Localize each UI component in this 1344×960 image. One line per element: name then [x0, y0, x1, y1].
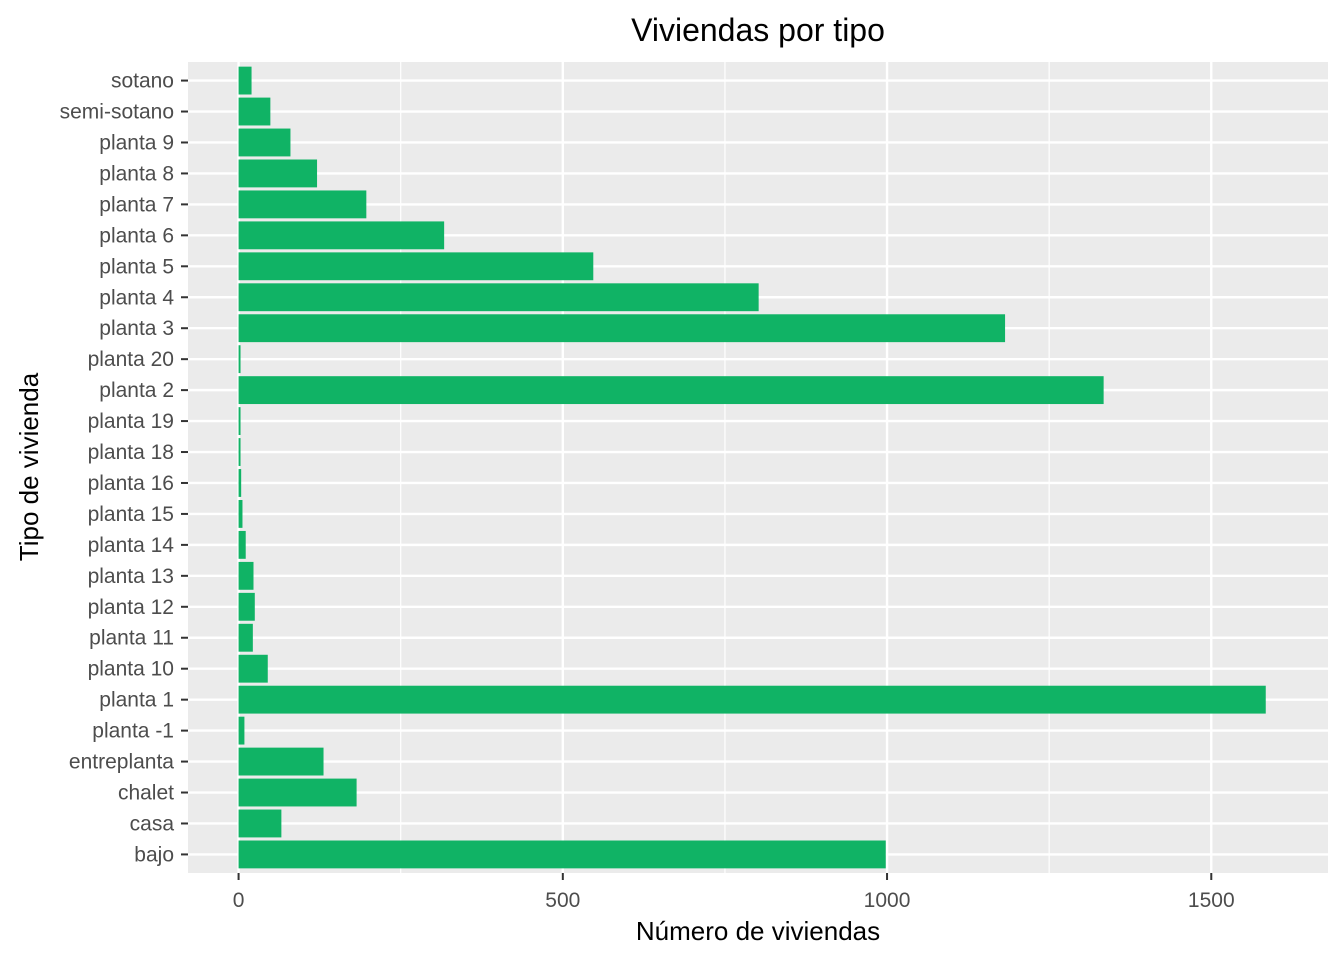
- bar-planta-10: [238, 654, 268, 683]
- plot-background: [188, 62, 1328, 873]
- bar-casa: [238, 809, 282, 838]
- y-tick-label: planta 20: [88, 348, 174, 371]
- bar-planta-16: [238, 469, 242, 497]
- y-tick-label: planta 6: [99, 224, 174, 247]
- x-tick-label: 1000: [864, 889, 911, 912]
- bar-planta-18: [238, 438, 241, 466]
- chart-title: Viviendas por tipo: [631, 12, 885, 48]
- y-tick-label: planta 1: [99, 689, 174, 712]
- y-tick-label: planta 8: [99, 162, 174, 185]
- y-tick-label: planta 7: [99, 193, 174, 216]
- bar-semi-sotano: [238, 97, 271, 126]
- bar-planta-4: [238, 283, 759, 312]
- bar-bajo: [238, 840, 886, 869]
- y-axis-title: Tipo de vivienda: [14, 372, 44, 561]
- y-tick-label: semi-sotano: [60, 101, 174, 124]
- y-tick-label: planta 16: [88, 472, 174, 495]
- y-tick-label: planta 9: [99, 131, 174, 154]
- bar-chalet: [238, 778, 357, 807]
- y-tick-label: planta 13: [88, 565, 174, 588]
- y-tick-label: sotano: [111, 70, 174, 93]
- y-tick-label: planta 12: [88, 596, 174, 619]
- bar-planta-15: [238, 500, 243, 528]
- bar-planta-14: [238, 530, 246, 559]
- x-tick-label: 500: [545, 889, 580, 912]
- y-tick-label: casa: [130, 812, 175, 835]
- bar-planta-5: [238, 252, 594, 281]
- bars: [238, 66, 1266, 869]
- y-tick-label: planta 19: [88, 410, 174, 433]
- y-tick-label: planta 18: [88, 441, 174, 464]
- y-tick-label: chalet: [118, 782, 174, 805]
- x-tick-label: 0: [233, 889, 245, 912]
- bar-planta-3: [238, 314, 1006, 343]
- bar-planta-6: [238, 221, 445, 250]
- bar-planta-11: [238, 623, 253, 652]
- bar-planta-7: [238, 190, 367, 219]
- y-tick-label: entreplanta: [69, 751, 174, 774]
- bar-planta-12: [238, 592, 255, 621]
- y-tick-label: planta 3: [99, 317, 174, 340]
- y-tick-label: planta 11: [89, 627, 174, 650]
- x-axis: 0 500 1000 1500: [233, 873, 1235, 912]
- y-tick-label: planta 14: [88, 534, 175, 557]
- bar-entreplanta: [238, 747, 324, 776]
- bar-planta-9: [238, 128, 291, 157]
- x-tick-label: 1500: [1188, 889, 1235, 912]
- bar-planta-19: [238, 407, 241, 435]
- y-tick-label: planta 5: [99, 255, 174, 278]
- y-tick-label: bajo: [134, 843, 174, 866]
- bar-planta-8: [238, 159, 318, 188]
- bar-sotano: [238, 66, 252, 95]
- x-axis-title: Número de viviendas: [636, 916, 880, 946]
- y-tick-label: planta 4: [99, 286, 174, 309]
- bar-planta--1: [238, 716, 245, 745]
- bar-planta-13: [238, 561, 254, 590]
- bar-planta-20: [238, 345, 241, 374]
- bar-planta-1: [238, 685, 1266, 714]
- bar-planta-2: [238, 376, 1104, 405]
- grid-minor: [400, 62, 1050, 873]
- y-tick-label: planta 15: [88, 503, 174, 526]
- y-axis: bajo casa chalet entreplanta planta -1 planta…: [60, 70, 188, 866]
- y-tick-label: planta -1: [92, 720, 174, 743]
- y-tick-label: planta 2: [99, 379, 174, 402]
- y-tick-label: planta 10: [88, 658, 174, 681]
